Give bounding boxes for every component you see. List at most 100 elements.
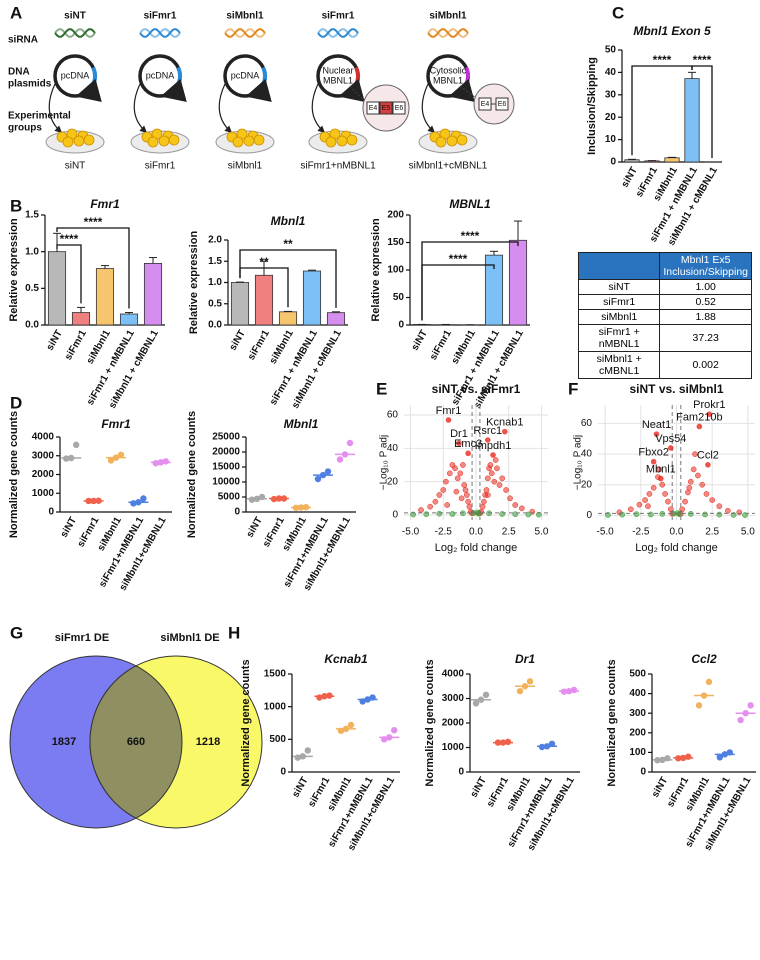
x-tick-label: 2.5	[502, 527, 516, 538]
exon	[379, 101, 393, 115]
y-tick-label: 15000	[212, 462, 240, 473]
cell	[158, 135, 170, 147]
venn-set-label: siMbnl1 DE	[160, 632, 219, 644]
gene-label: Neat1	[642, 419, 671, 431]
table-row: siFmr1 + nMBNL1 37.23	[577, 324, 752, 352]
venn-count: 1218	[196, 736, 220, 748]
gene-label: Fbxo2	[638, 447, 669, 459]
point	[503, 487, 509, 493]
y-tick-label: 50	[605, 45, 617, 56]
row-label: Experimental	[8, 111, 71, 122]
labeled-point	[705, 462, 711, 468]
panel-label: B	[10, 196, 22, 215]
y-tick-label: 2.0	[208, 235, 222, 246]
y-tick-label: 20	[387, 476, 399, 487]
chart-title: Fmr1	[90, 197, 120, 211]
y-tick-label: 0.5	[208, 298, 222, 309]
table-cell: siFmr1 + nMBNL1	[577, 324, 661, 352]
plasmid-label: MBNL1	[433, 75, 463, 85]
labeled-point	[696, 423, 703, 430]
gene-label: Prokr1	[693, 399, 725, 411]
point	[716, 511, 723, 518]
arrow	[218, 83, 233, 133]
point	[619, 511, 626, 518]
y-tick-label: 0	[398, 320, 404, 331]
x-tick-label: siNT	[228, 328, 248, 352]
cell	[253, 134, 265, 146]
table-cell: 37.23	[659, 324, 752, 352]
point	[636, 501, 643, 508]
gene-label: Impdh1	[475, 440, 512, 452]
y-tick-label: 40	[581, 449, 593, 460]
table-row: siFmr1 0.52	[577, 294, 752, 310]
plasmid-label: pcDNA	[231, 70, 260, 80]
y-tick-label: 1.5	[208, 256, 222, 267]
point	[458, 495, 465, 502]
gene-label: Dr1	[450, 428, 468, 440]
point	[716, 754, 723, 761]
table-cell: siNT	[577, 279, 661, 295]
x-tick-label: -5.0	[402, 527, 420, 538]
bar	[47, 251, 67, 326]
y-tick-label: 500	[629, 669, 646, 680]
significance-bracket	[631, 65, 693, 156]
point	[117, 451, 125, 459]
y-tick-label: 20	[605, 112, 617, 123]
point	[507, 495, 513, 502]
point	[703, 491, 710, 497]
x-tick-label: 0.0	[670, 527, 684, 538]
bar	[624, 159, 640, 163]
point	[457, 470, 464, 477]
row-label: DNA	[8, 67, 30, 78]
y-tick-label: 200	[629, 727, 646, 738]
plasmid-label: Cytosolic	[430, 65, 467, 75]
y-axis-label: Normalized gene counts	[186, 411, 198, 538]
chart-title: Mbnl1	[271, 214, 306, 228]
cell	[446, 135, 458, 147]
point	[484, 475, 491, 482]
significance-label: ****	[449, 252, 468, 266]
bar	[230, 282, 250, 326]
point	[436, 492, 443, 498]
y-tick-label: 0	[48, 507, 54, 518]
y-tick-label: 0	[458, 767, 464, 778]
exon-label: E4	[369, 105, 378, 112]
point	[462, 487, 469, 493]
cell	[168, 134, 180, 146]
bar	[664, 157, 680, 163]
point	[747, 702, 754, 709]
venn-count: 1837	[52, 736, 76, 748]
cell	[435, 136, 447, 148]
point	[482, 691, 490, 699]
table-cell: 1.00	[659, 279, 752, 295]
point	[646, 491, 653, 497]
point	[687, 478, 694, 485]
point	[107, 457, 115, 464]
y-tick-label: 0	[234, 507, 240, 518]
point	[418, 507, 424, 513]
point	[483, 487, 490, 493]
y-tick-label: 0	[280, 767, 286, 778]
point	[465, 498, 471, 505]
y-tick-label: 0.5	[25, 283, 39, 294]
point	[570, 686, 578, 694]
y-tick-label: 30	[605, 89, 617, 100]
point	[440, 487, 447, 493]
cell	[325, 136, 337, 148]
point	[650, 484, 657, 491]
chart-title: siNT vs. siFmr1	[432, 382, 521, 396]
significance-bracket	[56, 227, 130, 309]
bar	[326, 312, 346, 326]
x-tick-label: siNT	[290, 775, 310, 799]
labeled-point	[484, 437, 491, 443]
plasmid-label: pcDNA	[146, 70, 175, 80]
point	[453, 488, 460, 495]
y-tick-label: 60	[581, 418, 593, 429]
y-axis-label: Normalized gene counts	[8, 411, 20, 538]
y-tick-label: 500	[269, 734, 286, 745]
x-tick-label: siNT	[245, 515, 265, 539]
y-axis-label: Relative expression	[370, 218, 382, 322]
point	[347, 721, 355, 729]
y-tick-label: 1500	[264, 669, 287, 680]
bar	[95, 268, 115, 326]
